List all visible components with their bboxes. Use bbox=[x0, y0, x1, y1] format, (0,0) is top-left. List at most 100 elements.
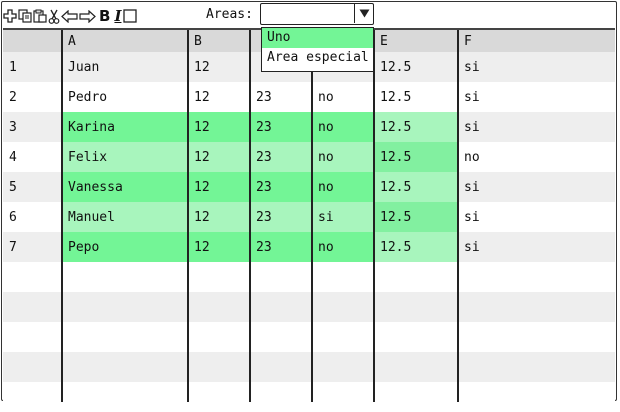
table-row[interactable]: 6 Manuel 12 23 si 12.5 si bbox=[3, 202, 615, 232]
cell-a[interactable]: Juan bbox=[68, 59, 100, 75]
cell-f[interactable]: no bbox=[464, 149, 480, 165]
cell-f[interactable]: si bbox=[464, 59, 480, 75]
table-row[interactable] bbox=[3, 262, 615, 292]
column-header-e[interactable]: E bbox=[380, 33, 388, 49]
cell-d[interactable] bbox=[312, 382, 374, 412]
column-divider[interactable] bbox=[249, 30, 251, 402]
cell-rownum[interactable]: 7 bbox=[9, 239, 17, 255]
cell-b[interactable]: 12 bbox=[194, 89, 210, 105]
cell-a[interactable] bbox=[62, 352, 188, 382]
column-header-f[interactable]: F bbox=[464, 33, 472, 49]
cell-a[interactable] bbox=[62, 382, 188, 412]
copy-icon[interactable] bbox=[18, 9, 32, 23]
cell-c[interactable] bbox=[250, 292, 312, 322]
cell-d[interactable]: no bbox=[312, 232, 374, 262]
cell-e[interactable] bbox=[374, 292, 458, 322]
cell-f[interactable]: si bbox=[464, 89, 480, 105]
cell-rownum[interactable]: 6 bbox=[9, 209, 17, 225]
cell-d[interactable]: no bbox=[318, 89, 334, 105]
column-divider[interactable] bbox=[457, 30, 459, 402]
cell-f[interactable] bbox=[458, 262, 615, 292]
cell-rownum[interactable]: 1 bbox=[9, 59, 17, 75]
arrow-left-icon[interactable] bbox=[61, 9, 78, 23]
cell-a[interactable] bbox=[62, 262, 188, 292]
table-row[interactable] bbox=[3, 382, 615, 412]
bold-icon[interactable]: B bbox=[99, 7, 111, 25]
cell-c[interactable]: 23 bbox=[250, 142, 312, 172]
italic-icon[interactable]: I bbox=[114, 7, 122, 25]
arrow-right-icon[interactable] bbox=[79, 9, 96, 23]
table-row[interactable]: 3 Karina 12 23 no 12.5 si bbox=[3, 112, 615, 142]
cell-e[interactable]: 12.5 bbox=[380, 59, 412, 75]
cell-a[interactable]: Manuel bbox=[62, 202, 188, 232]
cell-b[interactable]: 12 bbox=[188, 172, 250, 202]
cell-a[interactable]: Vanessa bbox=[62, 172, 188, 202]
cell-e[interactable] bbox=[374, 262, 458, 292]
cell-b[interactable] bbox=[188, 292, 250, 322]
cell-a[interactable]: Karina bbox=[62, 112, 188, 142]
cell-b[interactable] bbox=[188, 352, 250, 382]
checkbox-icon[interactable] bbox=[123, 9, 138, 23]
table-row[interactable]: 4 Felix 12 23 no 12.5 no bbox=[3, 142, 615, 172]
cell-f[interactable]: si bbox=[464, 239, 480, 255]
dropdown-option[interactable]: Area especial bbox=[267, 50, 369, 65]
column-divider[interactable] bbox=[61, 30, 63, 402]
cell-rownum[interactable] bbox=[3, 352, 62, 382]
cell-e[interactable]: 12.5 bbox=[374, 202, 458, 232]
cell-c[interactable]: 23 bbox=[250, 232, 312, 262]
cell-rownum[interactable] bbox=[3, 262, 62, 292]
cell-b[interactable]: 12 bbox=[188, 142, 250, 172]
cut-icon[interactable] bbox=[48, 9, 60, 24]
cell-e[interactable] bbox=[374, 322, 458, 352]
cell-b[interactable] bbox=[188, 382, 250, 412]
cell-e[interactable]: 12.5 bbox=[374, 142, 458, 172]
cell-c[interactable]: 23 bbox=[250, 172, 312, 202]
cell-b[interactable]: 12 bbox=[188, 112, 250, 142]
cell-a[interactable]: Pedro bbox=[68, 89, 108, 105]
areas-dropdown-button[interactable] bbox=[354, 4, 373, 23]
cell-d[interactable] bbox=[312, 322, 374, 352]
table-row[interactable]: 7 Pepo 12 23 no 12.5 si bbox=[3, 232, 615, 262]
cell-f[interactable] bbox=[458, 292, 615, 322]
cell-e[interactable]: 12.5 bbox=[374, 172, 458, 202]
cell-f[interactable]: si bbox=[464, 209, 480, 225]
dropdown-option[interactable]: Uno bbox=[262, 28, 373, 48]
table-row[interactable] bbox=[3, 292, 615, 322]
cell-rownum[interactable]: 5 bbox=[9, 179, 17, 195]
cell-e[interactable]: 12.5 bbox=[380, 89, 412, 105]
cell-a[interactable] bbox=[62, 322, 188, 352]
areas-select[interactable] bbox=[260, 3, 374, 25]
column-divider[interactable] bbox=[311, 30, 313, 402]
cell-d[interactable] bbox=[312, 262, 374, 292]
cell-c[interactable] bbox=[250, 262, 312, 292]
cell-b[interactable]: 12 bbox=[194, 59, 210, 75]
table-row[interactable] bbox=[3, 352, 615, 382]
table-row[interactable] bbox=[3, 322, 615, 352]
cell-f[interactable] bbox=[458, 352, 615, 382]
table-row[interactable]: 5 Vanessa 12 23 no 12.5 si bbox=[3, 172, 615, 202]
cell-b[interactable] bbox=[188, 262, 250, 292]
cell-d[interactable] bbox=[312, 352, 374, 382]
cell-f[interactable]: si bbox=[464, 119, 480, 135]
cell-d[interactable]: no bbox=[312, 112, 374, 142]
cell-rownum[interactable] bbox=[3, 382, 62, 412]
cell-a[interactable]: Pepo bbox=[62, 232, 188, 262]
cell-e[interactable]: 12.5 bbox=[374, 232, 458, 262]
cell-d[interactable] bbox=[312, 292, 374, 322]
cell-rownum[interactable] bbox=[3, 322, 62, 352]
cell-c[interactable]: 23 bbox=[256, 89, 272, 105]
cell-e[interactable] bbox=[374, 352, 458, 382]
cell-c[interactable]: 23 bbox=[250, 112, 312, 142]
cell-e[interactable] bbox=[374, 382, 458, 412]
cell-c[interactable] bbox=[250, 382, 312, 412]
column-divider[interactable] bbox=[373, 30, 375, 402]
paste-icon[interactable] bbox=[33, 9, 47, 23]
cell-rownum[interactable]: 2 bbox=[9, 89, 17, 105]
cell-f[interactable]: si bbox=[464, 179, 480, 195]
cell-d[interactable]: no bbox=[312, 142, 374, 172]
cell-f[interactable] bbox=[458, 322, 615, 352]
add-icon[interactable] bbox=[3, 9, 17, 23]
cell-c[interactable]: 23 bbox=[250, 202, 312, 232]
cell-f[interactable] bbox=[458, 382, 615, 412]
cell-d[interactable]: no bbox=[312, 172, 374, 202]
